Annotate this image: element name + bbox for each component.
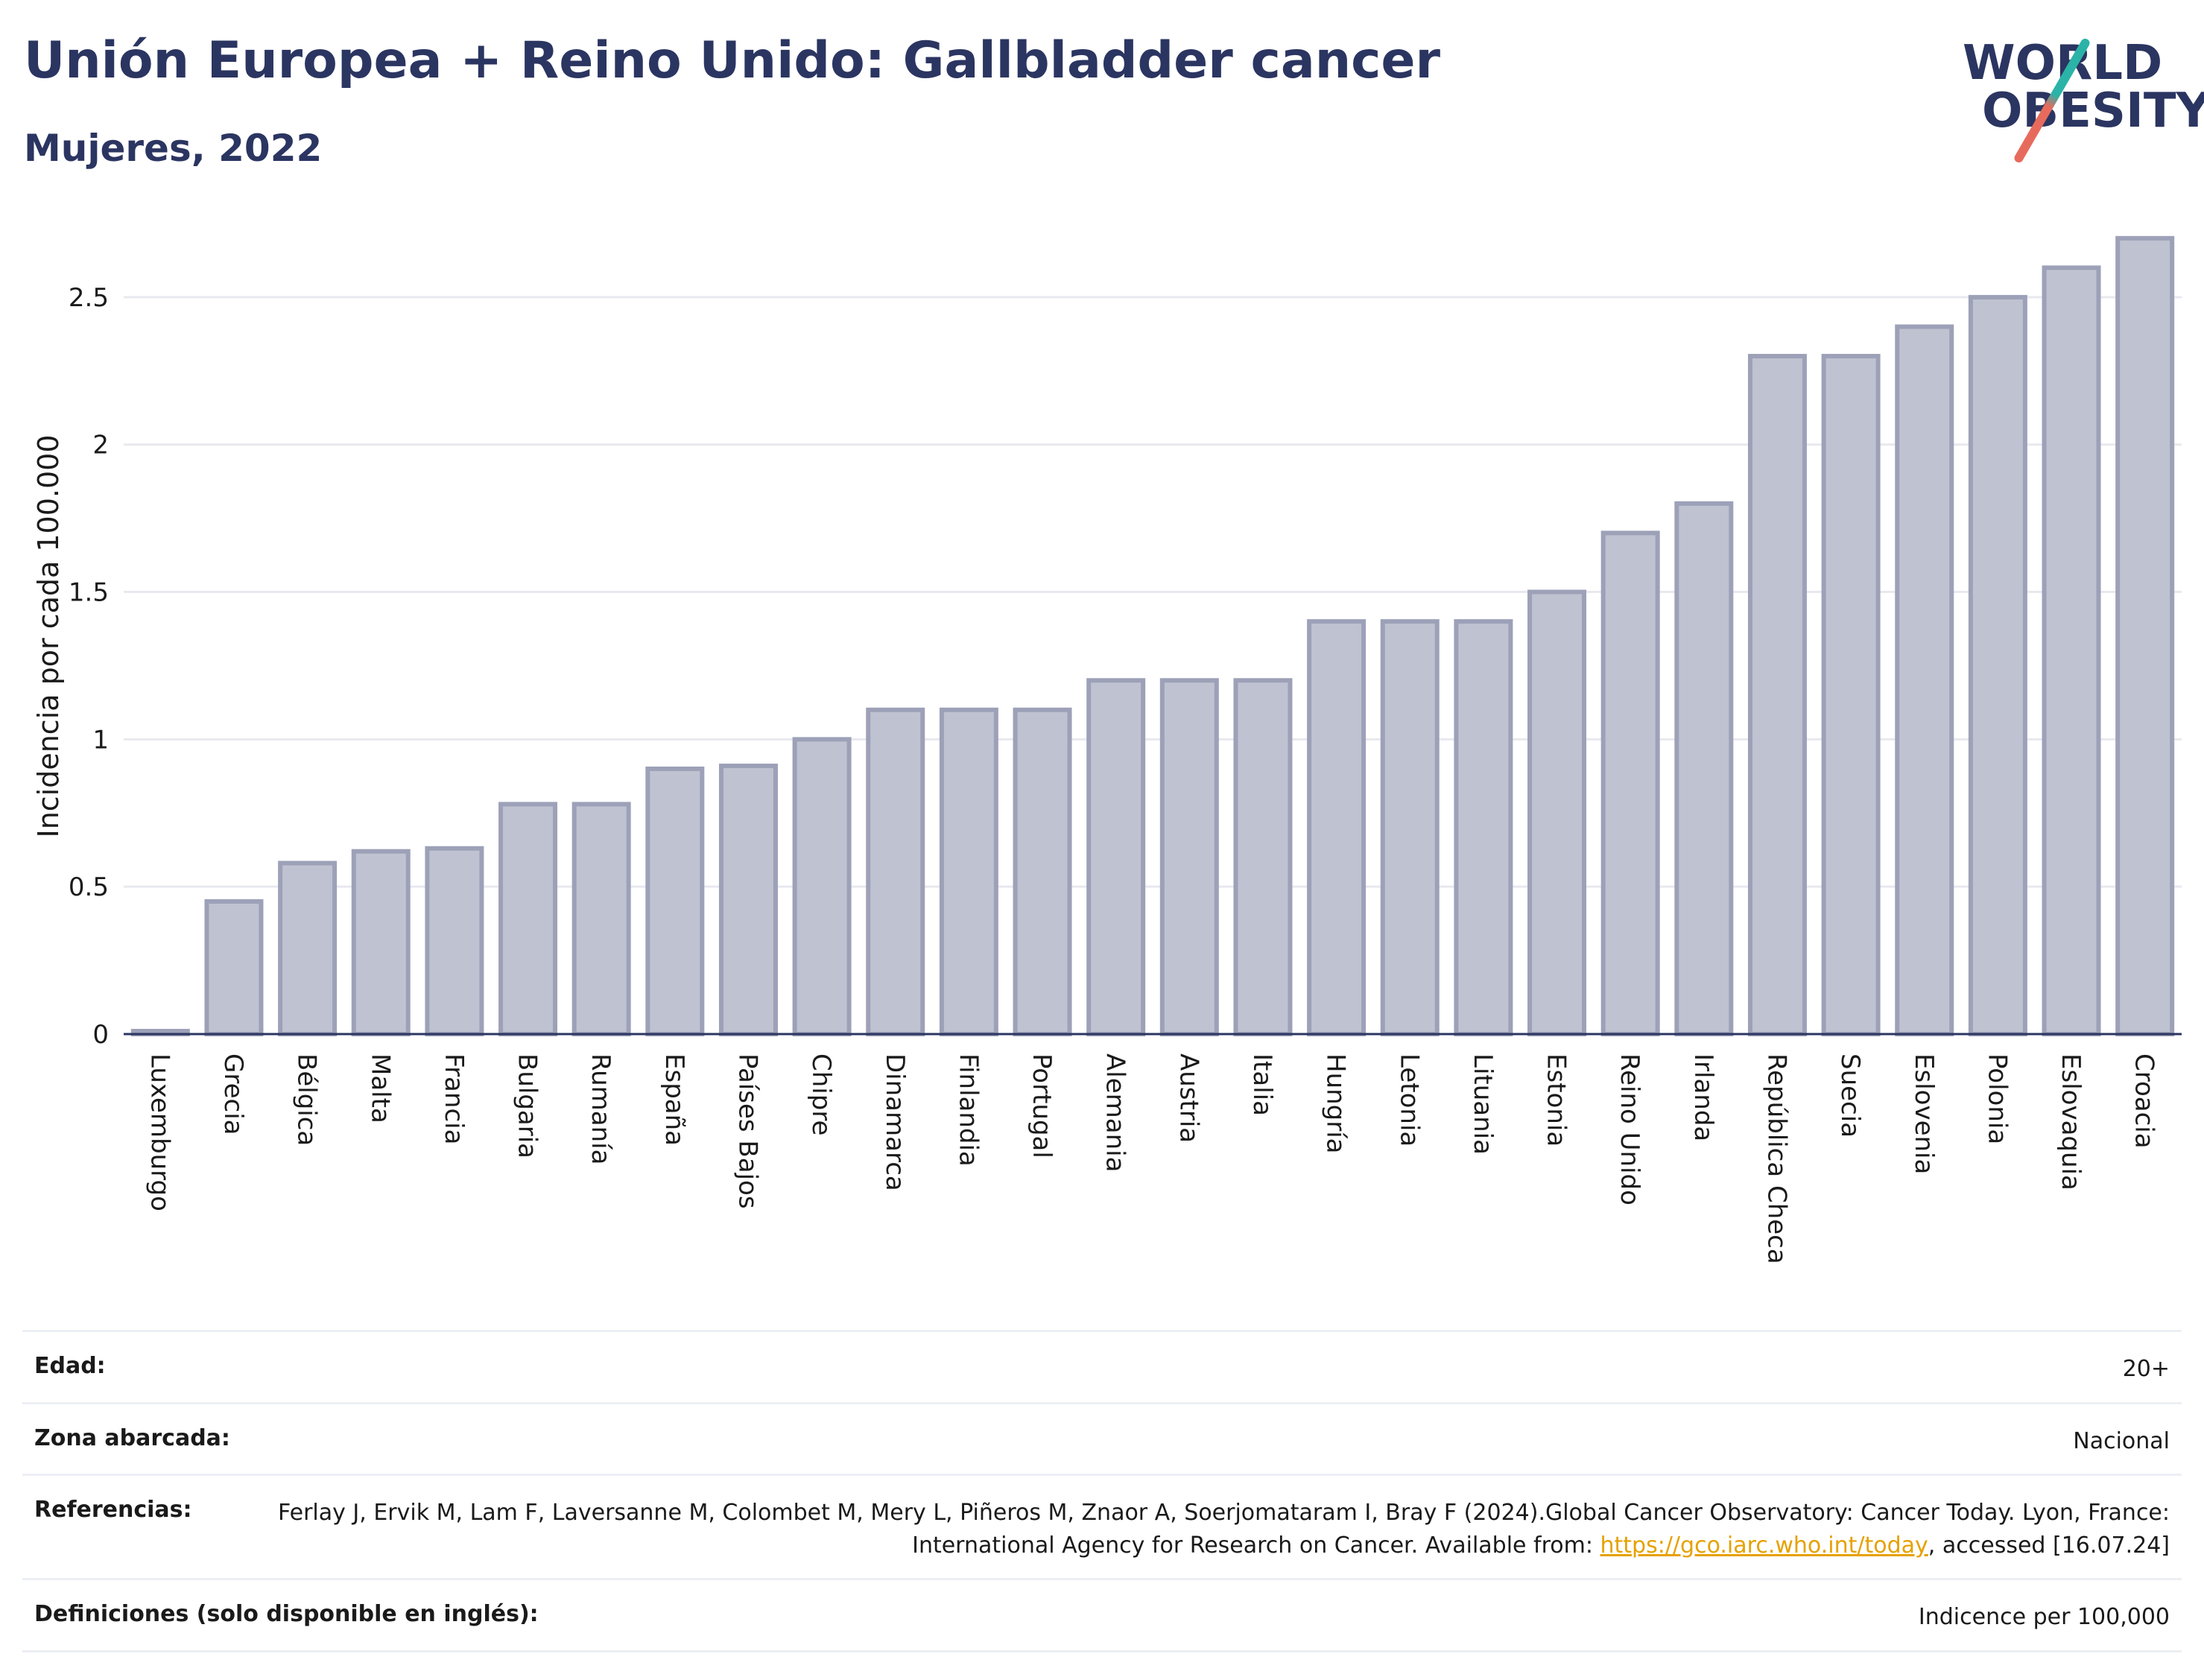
y-tick-label: 2 xyxy=(92,431,109,460)
y-axis-label: Incidencia por cada 100.000 xyxy=(32,434,65,837)
y-tick-label: 0 xyxy=(92,1020,109,1050)
info-value-definiciones: Indicence per 100,000 xyxy=(1918,1604,2170,1630)
bar xyxy=(1968,294,2027,1036)
y-tick-label: 1.5 xyxy=(69,578,109,608)
x-tick-label: Reino Unido xyxy=(1615,1053,1644,1205)
bar xyxy=(1233,678,1293,1037)
x-tick-label: Bulgaria xyxy=(513,1053,542,1158)
bar xyxy=(1454,619,1513,1036)
x-tick-label: Luxemburgo xyxy=(145,1053,174,1211)
bar xyxy=(1821,354,1881,1036)
info-value-zona: Nacional xyxy=(2073,1427,2170,1454)
bar xyxy=(498,802,558,1037)
chart-title: Unión Europea + Reino Unido: Gallbladder… xyxy=(24,31,1441,90)
x-tick-label: Eslovenia xyxy=(1909,1053,1939,1174)
y-tick-label: 1 xyxy=(92,725,109,755)
bar xyxy=(645,766,705,1036)
x-tick-label: Francia xyxy=(439,1053,469,1144)
bar xyxy=(866,707,925,1036)
x-tick-label: Lituania xyxy=(1468,1053,1498,1155)
x-tick-label: Malta xyxy=(365,1053,395,1123)
info-row-edad: Edad: 20+ xyxy=(22,1330,2182,1402)
bar xyxy=(1600,530,1660,1036)
world-obesity-logo: WORLD OBESITY xyxy=(1943,22,2204,165)
info-row-referencias: Referencias: Ferlay J, Ervik M, Lam F, L… xyxy=(22,1474,2182,1578)
x-tick-label: Países Bajos xyxy=(732,1053,762,1209)
logo-line-2: OBESITY xyxy=(1982,83,2204,139)
bar xyxy=(571,802,631,1037)
x-tick-label: Alemania xyxy=(1101,1053,1130,1172)
info-label-edad: Edad: xyxy=(34,1353,106,1379)
bar xyxy=(939,707,998,1036)
info-row-zona: Zona abarcada: Nacional xyxy=(22,1401,2182,1474)
x-tick-label: Letonia xyxy=(1394,1053,1424,1147)
reference-link[interactable]: https://gco.iarc.who.int/today xyxy=(1600,1532,1928,1559)
chart-subtitle: Mujeres, 2022 xyxy=(24,127,323,170)
info-label-zona: Zona abarcada: xyxy=(34,1424,230,1451)
bar xyxy=(792,737,852,1036)
bar-chart: 0 0.5 1 1.5 2 2.5 Incidencia por cada 100.000 L… xyxy=(32,235,2182,1264)
bar xyxy=(2042,265,2101,1036)
x-tick-label: Austria xyxy=(1174,1053,1203,1143)
info-label-definiciones: Definiciones (solo disponible en inglés)… xyxy=(34,1601,539,1627)
reference-text: Ferlay J, Ervik M, Lam F, Laversanne M, … xyxy=(278,1500,2170,1559)
bar xyxy=(1159,678,1219,1037)
x-tick-label: Croacia xyxy=(2129,1053,2159,1149)
x-tick-label: Estonia xyxy=(1542,1053,1571,1147)
bar xyxy=(351,849,411,1036)
x-tick-label: España xyxy=(659,1053,689,1146)
info-value-referencias: Ferlay J, Ervik M, Lam F, Laversanne M, … xyxy=(222,1497,2170,1562)
y-tick-label: 2.5 xyxy=(69,283,109,313)
x-tick-label: Hungría xyxy=(1321,1053,1351,1154)
x-tick-label: Dinamarca xyxy=(880,1053,910,1191)
bar xyxy=(1527,589,1587,1036)
bar xyxy=(278,860,338,1036)
x-tick-label: Chipre xyxy=(806,1053,836,1135)
bar xyxy=(425,846,484,1037)
bar xyxy=(1747,354,1807,1036)
y-tick-label: 0.5 xyxy=(69,872,109,902)
bar xyxy=(1380,619,1440,1036)
x-tick-label: Eslovaquia xyxy=(2056,1053,2086,1191)
info-value-edad: 20+ xyxy=(2122,1356,2170,1382)
x-tick-label: Polonia xyxy=(1982,1053,2012,1144)
x-tick-label: Suecia xyxy=(1835,1053,1865,1138)
x-tick-label: Irlanda xyxy=(1688,1053,1718,1141)
x-tick-label: Italia xyxy=(1247,1053,1277,1116)
x-tick-label: República Checa xyxy=(1761,1053,1791,1264)
bar xyxy=(1307,619,1367,1036)
x-tick-label: Portugal xyxy=(1027,1053,1057,1158)
x-tick-label: Grecia xyxy=(218,1053,248,1135)
info-table: Edad: 20+ Zona abarcada: Nacional Refere… xyxy=(22,1330,2182,1652)
bar xyxy=(1674,501,1734,1036)
x-tick-label: Finlandia xyxy=(953,1053,983,1167)
bar xyxy=(1013,707,1072,1036)
bar xyxy=(1086,678,1146,1037)
x-tick-label: Bélgica xyxy=(292,1053,322,1146)
bar xyxy=(718,763,778,1037)
bar xyxy=(204,898,264,1036)
bar xyxy=(2115,235,2175,1036)
bar xyxy=(1895,324,1954,1036)
reference-accessed: , accessed [16.07.24] xyxy=(1928,1532,2170,1559)
info-row-definiciones: Definiciones (solo disponible en inglés)… xyxy=(22,1578,2182,1652)
info-label-referencias: Referencias: xyxy=(34,1497,192,1523)
x-tick-label: Rumanía xyxy=(586,1053,615,1164)
